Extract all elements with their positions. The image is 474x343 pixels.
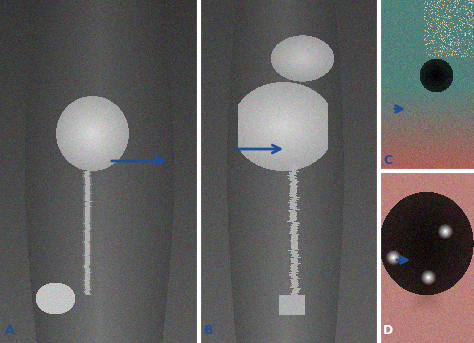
Text: C: C: [383, 154, 392, 167]
Text: B: B: [204, 324, 213, 337]
Text: A: A: [5, 324, 15, 337]
Text: D: D: [383, 324, 393, 337]
